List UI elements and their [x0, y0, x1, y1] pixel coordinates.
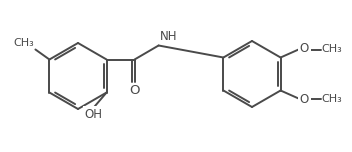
Text: CH₃: CH₃: [322, 93, 342, 104]
Text: O: O: [300, 93, 309, 106]
Text: O: O: [300, 42, 309, 55]
Text: OH: OH: [84, 107, 102, 121]
Text: NH: NH: [159, 29, 177, 43]
Text: CH₃: CH₃: [14, 38, 34, 48]
Text: O: O: [129, 85, 140, 97]
Text: CH₃: CH₃: [322, 45, 342, 55]
